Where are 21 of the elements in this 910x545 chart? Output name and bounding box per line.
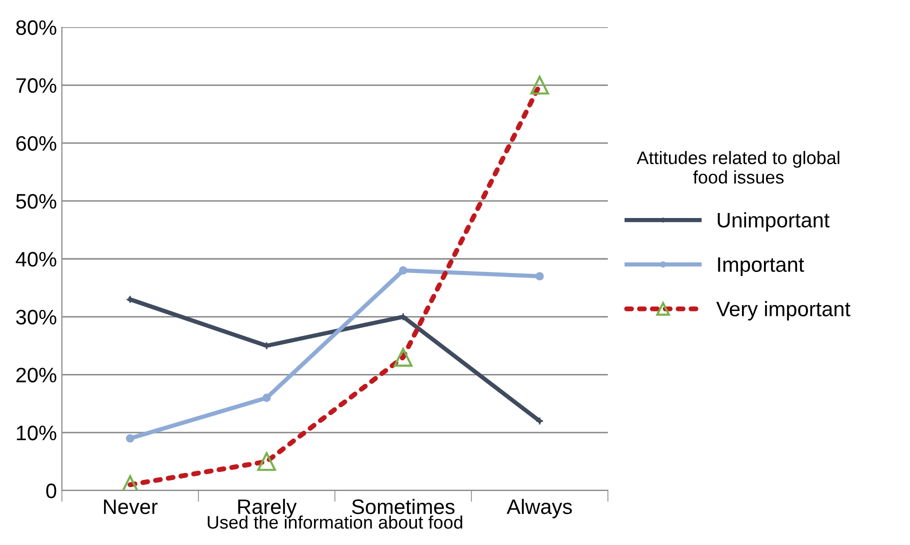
x-tick-label: Never bbox=[104, 500, 158, 514]
y-tick-label: 20% bbox=[16, 368, 56, 382]
legend-label: Unimportant bbox=[718, 212, 830, 232]
legend-title: Attitudes related to global food issues bbox=[636, 150, 840, 184]
point bbox=[535, 272, 544, 280]
legend-label: Important bbox=[718, 257, 804, 276]
y-tick-label: 50% bbox=[16, 194, 56, 209]
point bbox=[126, 434, 134, 443]
y-tick-label: 60% bbox=[16, 136, 56, 151]
y-tick-label: 10% bbox=[16, 426, 56, 440]
y-tick-label: 70% bbox=[16, 78, 56, 93]
legend-label: Very important bbox=[716, 301, 850, 320]
y-tick-label: 40% bbox=[16, 252, 56, 267]
y-tick-label: 30% bbox=[16, 310, 56, 325]
x-tick-label: Always bbox=[506, 498, 572, 518]
y-tick-label: 80% bbox=[16, 20, 56, 36]
point bbox=[262, 394, 271, 402]
y-tick-label: 0 bbox=[46, 484, 56, 498]
point bbox=[398, 266, 408, 275]
x-tick-label: Sometimes bbox=[352, 498, 454, 514]
point bbox=[535, 416, 544, 426]
